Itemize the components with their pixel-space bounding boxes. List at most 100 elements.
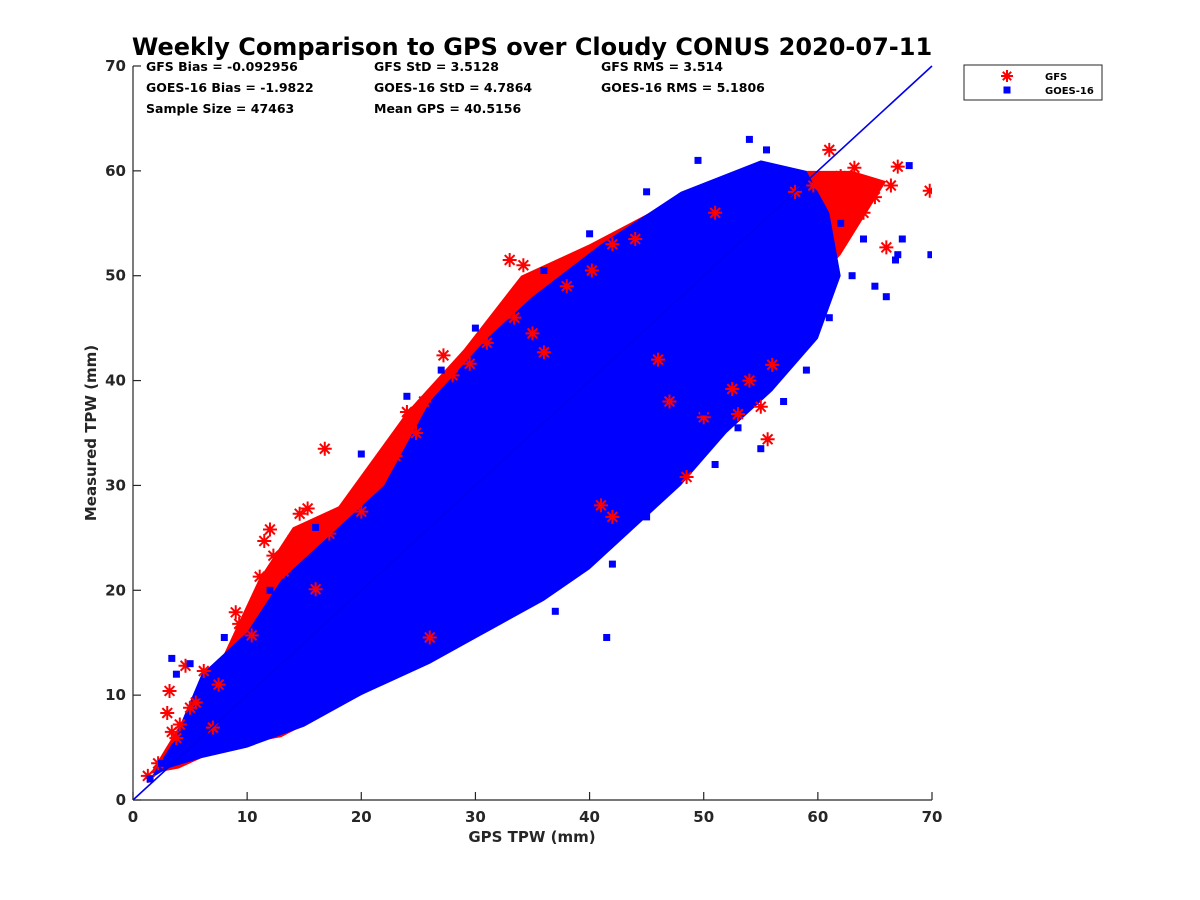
goes16-point [437,366,445,374]
gfs-point [244,628,259,643]
goes16-point [768,303,776,311]
y-tick-label: 0 [116,791,126,809]
stat-label: GOES-16 Bias = -1.9822 [146,80,314,95]
legend: GFS GOES-16 [963,64,1103,101]
x-axis-ticks: 0 10 20 30 40 50 60 70 [128,792,943,826]
goes16-point [763,146,770,154]
goes16-point [927,251,932,259]
goes16-point [414,618,422,626]
gfs-point [257,534,272,549]
goes16-point [898,235,906,243]
goes16-point [643,513,651,521]
point-clouds [150,160,887,779]
gfs-point [651,352,666,367]
legend-items: GFS GOES-16 [1001,70,1094,97]
gfs-point [822,142,837,157]
gfs-point [262,522,277,537]
goes16-point [825,314,833,322]
stat-label: GFS RMS = 3.514 [601,59,723,74]
gfs-point [725,381,740,396]
goes-16-series [146,135,932,783]
gfs-point [593,498,608,513]
gfs-point [160,705,175,720]
gfs-point [507,310,522,325]
gfs-point [879,240,894,255]
x-tick-label: 50 [693,808,714,826]
y-tick-label: 10 [105,686,126,704]
goes16-point [506,523,514,531]
goes16-point [700,408,708,416]
stat-label: GOES-16 StD = 4.7864 [374,80,532,95]
gfs-point [760,432,775,447]
goes16-point [882,293,890,301]
stat-label: GFS StD = 3.5128 [374,59,499,74]
goes16-point [312,523,320,531]
x-tick-label: 70 [922,808,943,826]
goes16-point [471,544,479,552]
statistics-block: GFS Bias = -0.092956 GFS StD = 3.5128 GFS … [146,59,765,116]
y-axis-label: Measured TPW (mm) [82,345,100,521]
gfs-point [228,605,243,620]
gfs-point [445,368,460,383]
goes16-point [146,775,154,783]
goes16-point [574,565,582,573]
goes16-point-cloud [150,160,841,779]
x-axis-label: GPS TPW (mm) [468,828,595,846]
gfs-point [605,509,620,524]
goes16-point [220,733,228,741]
gfs-point [196,664,211,679]
gfs-point [417,394,432,409]
gfs-point [679,470,694,485]
gfs-point [753,399,768,414]
gfs-point [833,169,848,184]
gfs-point [890,159,905,174]
gfs-point [730,407,745,422]
gfs-point [211,677,226,692]
goes16-point [620,471,628,479]
goes16-point [220,634,228,641]
goes16-point [677,450,685,458]
x-tick-label: 40 [579,808,600,826]
goes16-point [734,424,742,432]
gfs-point [292,506,307,521]
gfs-point [867,190,882,205]
y-axis-ticks: 0 10 20 30 40 50 60 70 [105,57,141,809]
goes16-point [158,759,165,767]
gfs-point [285,532,300,547]
legend-label: GFS [1045,72,1067,83]
goes16-point [791,282,799,290]
goes16-point [871,282,879,290]
gfs-point [883,178,898,193]
gfs-point [409,426,424,440]
goes16-point [780,398,788,405]
gfs-point [404,415,419,430]
stat-label: GOES-16 RMS = 5.1806 [601,80,765,95]
goes16-point [837,219,845,227]
goes16-point [312,649,320,657]
goes16-point [437,586,445,594]
gfs-point [479,335,494,350]
goes16-point [198,691,205,699]
goes16-point [814,251,822,259]
goes16-point [186,660,194,668]
goes16-point [608,560,616,568]
gfs-point [399,405,414,420]
gfs-point [422,630,437,645]
goes16-point [757,445,765,453]
goes16-point [529,576,536,584]
gfs-point [584,263,599,278]
goes16-point [666,429,673,437]
gfs-point [308,582,323,597]
stat-label: Sample Size = 47463 [146,101,294,116]
goes16-point [694,156,702,164]
y-tick-label: 20 [105,581,126,599]
gfs-point [183,700,198,715]
gfs-point [856,205,871,220]
one-to-one-line [132,65,933,801]
goes16-point [403,555,411,563]
gfs-point [436,348,451,363]
goes16-point [289,618,297,626]
goes16-point [631,440,639,447]
goes16-point [643,188,651,196]
gfs-point [162,683,177,698]
